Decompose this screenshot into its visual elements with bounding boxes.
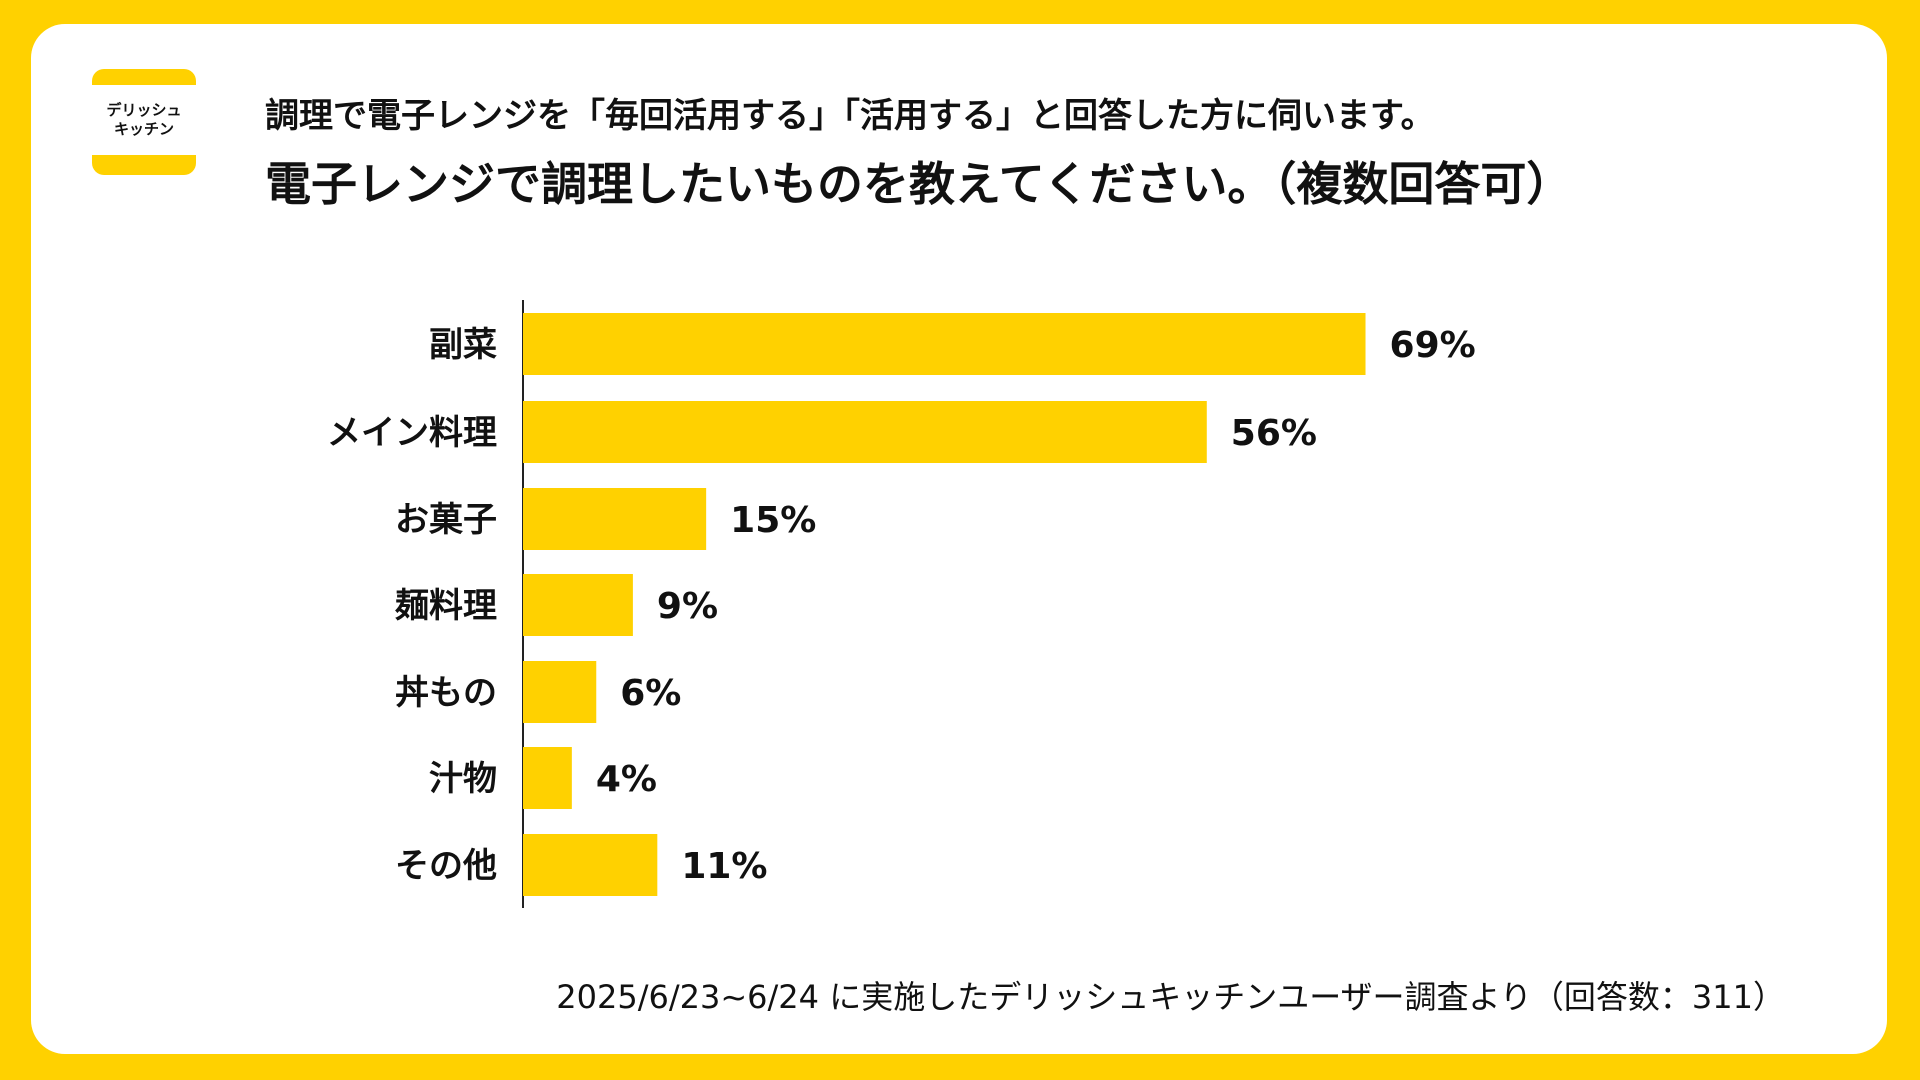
- value-label-2: 15%: [730, 500, 816, 541]
- brand-logo: デリッシュ キッチン: [92, 69, 196, 175]
- category-label-1: メイン料理: [327, 413, 497, 453]
- category-label-0: 副菜: [429, 325, 497, 365]
- category-label-2: お菓子: [395, 500, 497, 540]
- bar-3: [523, 574, 633, 636]
- value-label-5: 4%: [596, 759, 657, 800]
- value-label-1: 56%: [1231, 413, 1317, 454]
- category-label-3: 麺料理: [395, 586, 497, 626]
- category-label-4: 丼もの: [395, 673, 497, 713]
- value-label-6: 11%: [681, 846, 767, 887]
- logo-line-2: キッチン: [113, 120, 174, 138]
- bar-0: [523, 313, 1366, 375]
- bar-2: [523, 488, 707, 550]
- chart-title: 電子レンジで調理したいものを教えてください。（複数回答可）: [265, 157, 1573, 211]
- logo-line-1: デリッシュ: [106, 101, 182, 119]
- survey-source-note: 2025/6/23~6/24 に実施したデリッシュキッチンユーザー調査より（回答…: [556, 978, 1785, 1016]
- value-label-3: 9%: [657, 586, 718, 627]
- content-card: [31, 24, 1887, 1054]
- value-label-0: 69%: [1390, 325, 1476, 366]
- bar-1: [523, 401, 1207, 463]
- bar-6: [523, 834, 658, 896]
- bar-5: [523, 747, 572, 809]
- category-label-6: その他: [395, 846, 497, 886]
- survey-question-intro: 調理で電子レンジを「毎回活用する」「活用する」と回答した方に伺います。: [265, 96, 1435, 136]
- category-label-5: 汁物: [429, 759, 497, 799]
- bar-4: [523, 661, 597, 723]
- value-label-4: 6%: [620, 673, 681, 714]
